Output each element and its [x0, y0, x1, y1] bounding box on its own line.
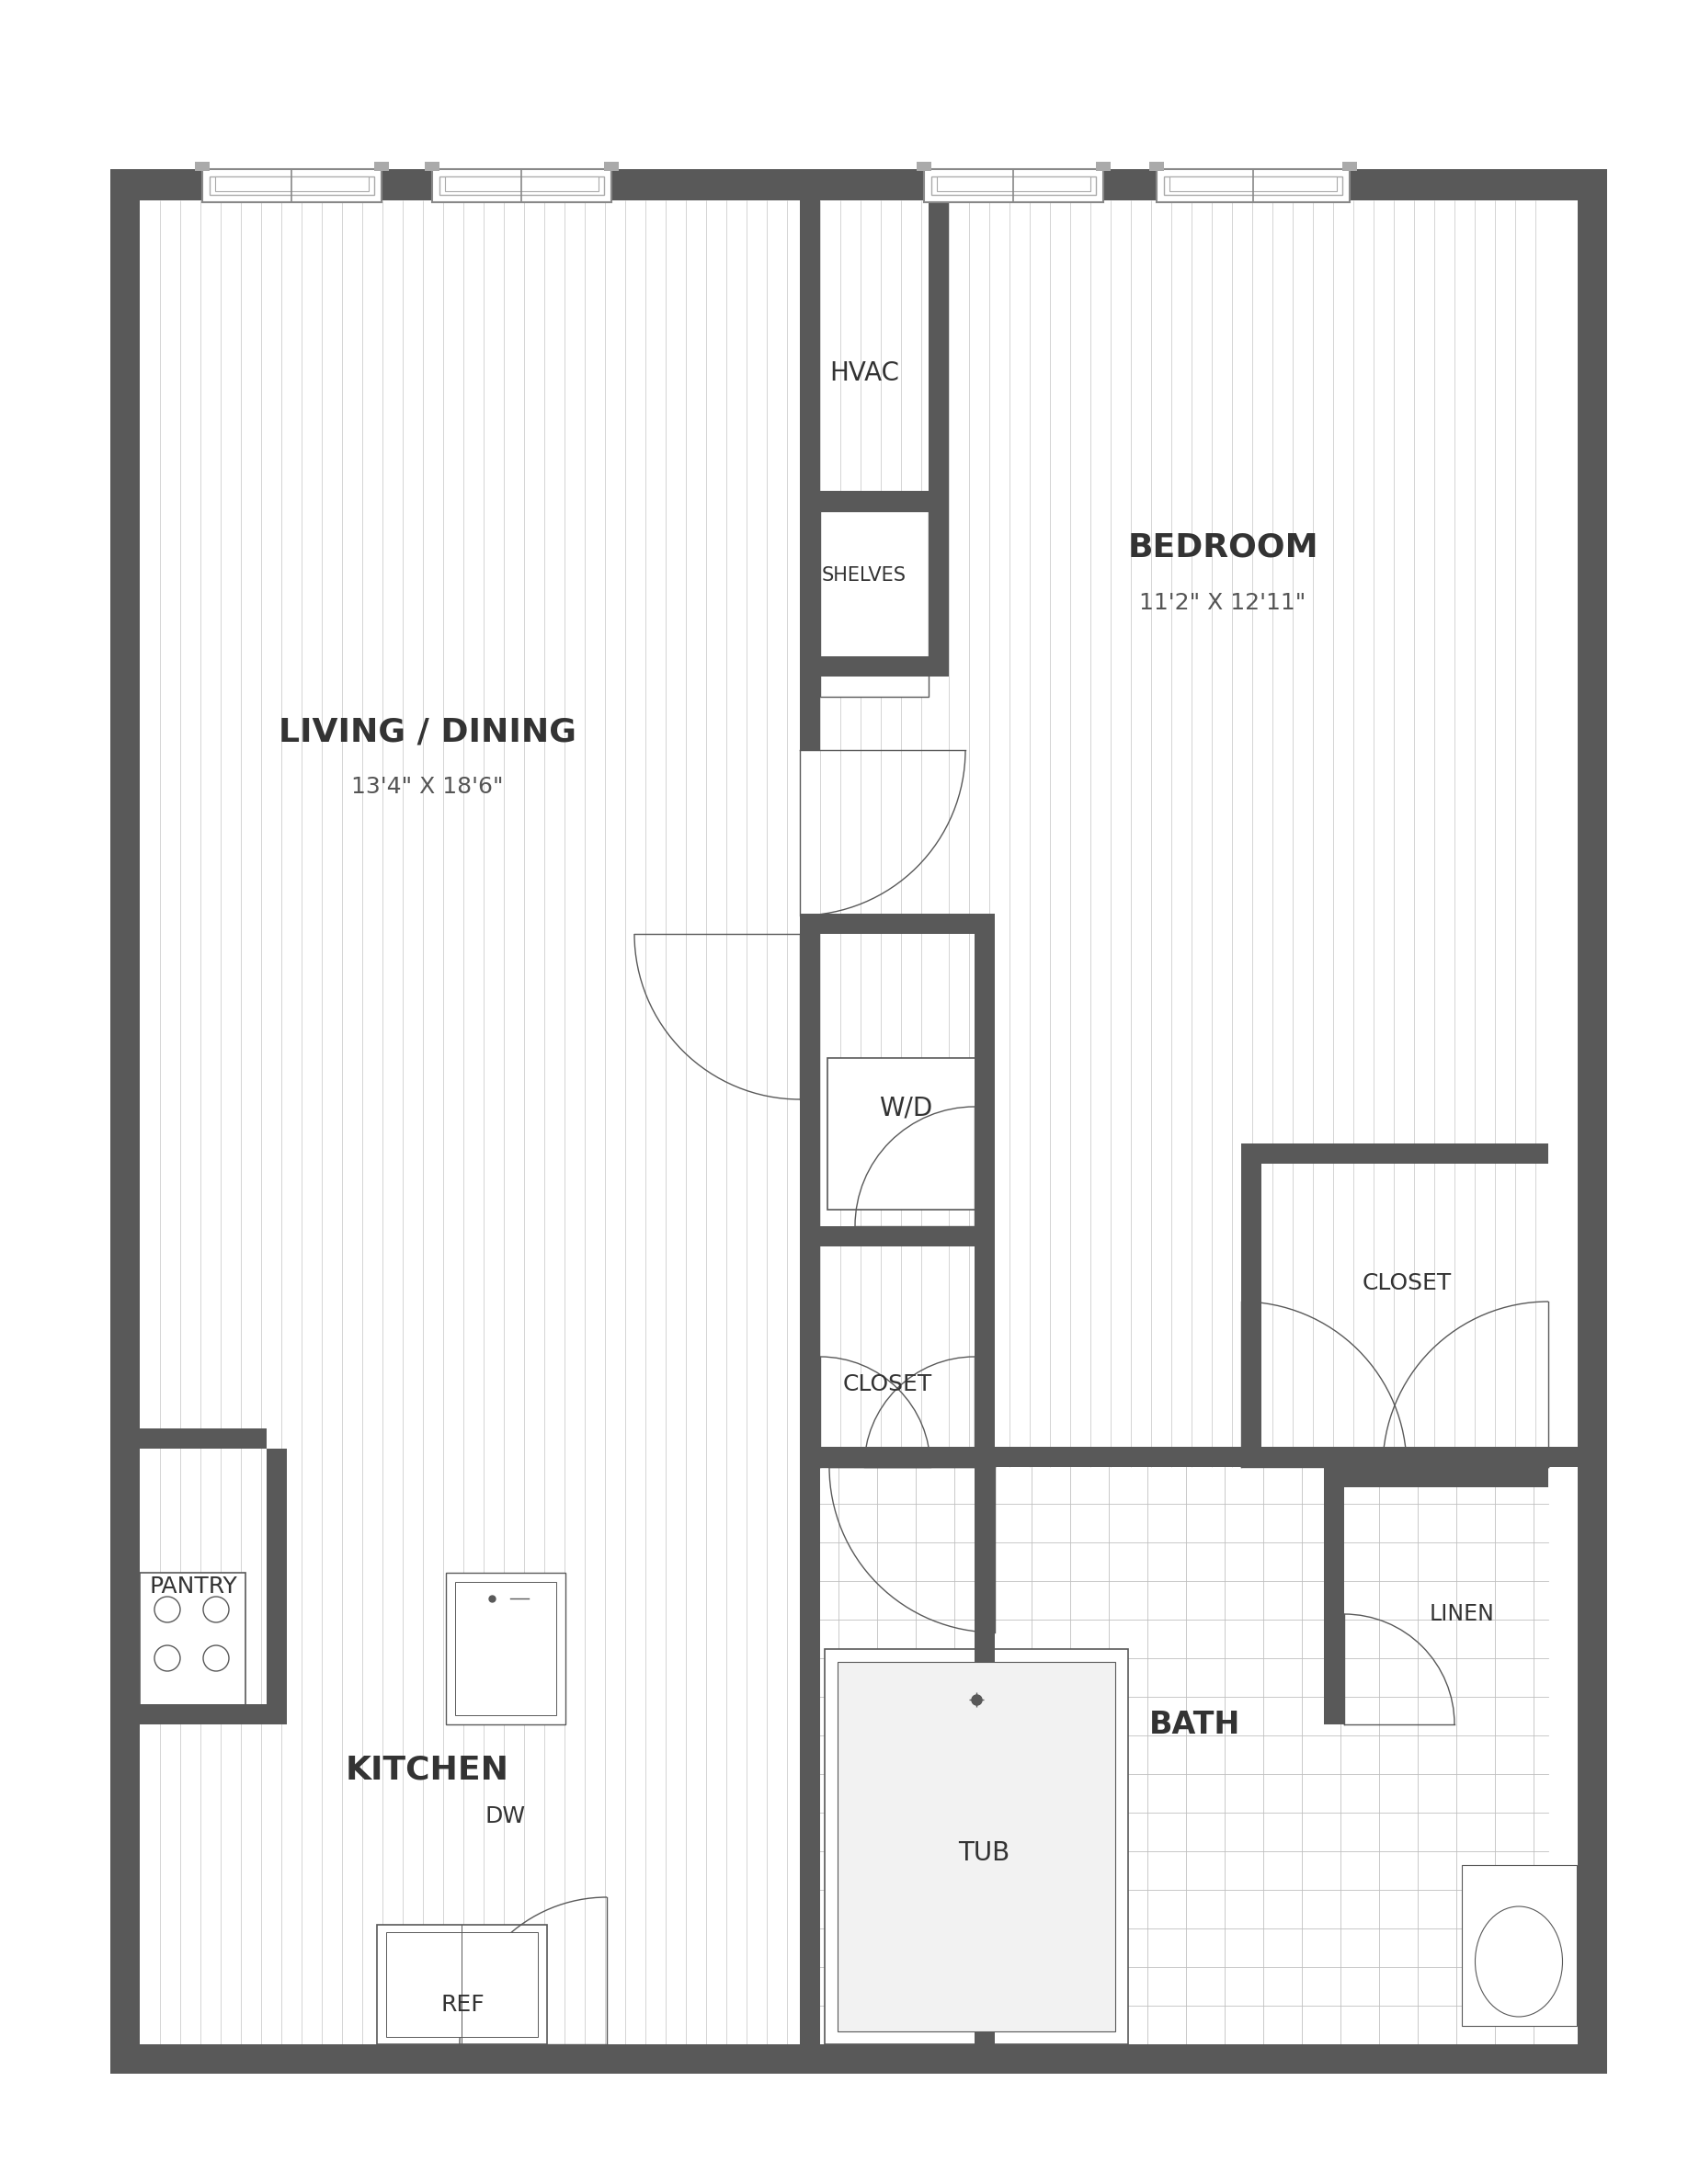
Bar — [110, 168, 1607, 201]
Bar — [800, 201, 820, 749]
Bar — [932, 177, 1096, 194]
Text: KITCHEN: KITCHEN — [346, 1754, 510, 1787]
Bar — [1096, 162, 1111, 170]
Bar — [432, 168, 611, 203]
Bar — [974, 1468, 994, 2044]
Bar — [387, 1933, 538, 2038]
Bar — [375, 162, 388, 170]
Bar — [203, 168, 381, 203]
Bar — [1170, 177, 1337, 192]
Bar — [1323, 1468, 1344, 1725]
Bar — [140, 1428, 267, 1448]
Bar — [267, 1448, 287, 1725]
Bar — [800, 1225, 974, 1247]
Text: LINEN: LINEN — [1430, 1603, 1494, 1625]
Text: BATH: BATH — [1150, 1710, 1241, 1741]
Bar — [446, 177, 599, 192]
Text: PANTRY: PANTRY — [149, 1575, 236, 1597]
Bar — [1165, 177, 1342, 194]
Text: TUB: TUB — [957, 1841, 1009, 1865]
Text: W/D: W/D — [879, 1096, 932, 1120]
Bar — [214, 177, 368, 192]
Bar — [1342, 162, 1357, 170]
Bar — [800, 1225, 974, 1247]
Bar — [825, 1649, 1128, 2044]
Bar — [604, 162, 619, 170]
Bar — [923, 168, 1104, 203]
Text: SHELVES: SHELVES — [822, 566, 906, 585]
Text: HVAC: HVAC — [829, 360, 900, 387]
Bar — [140, 201, 1548, 2044]
Bar — [800, 1446, 1578, 1468]
Bar — [923, 168, 1104, 203]
Bar — [1241, 1164, 1261, 1468]
Bar — [209, 177, 375, 194]
Bar — [1150, 162, 1165, 170]
Bar — [1156, 168, 1350, 203]
Bar — [1156, 168, 1350, 203]
Bar — [140, 1704, 267, 1725]
Text: 11'2" X 12'11": 11'2" X 12'11" — [1139, 592, 1307, 614]
Bar — [974, 1247, 994, 1468]
Bar — [203, 168, 381, 203]
Bar — [1578, 170, 1607, 2073]
Bar — [827, 1057, 979, 1210]
Text: DW: DW — [486, 1806, 527, 1828]
Text: REF: REF — [441, 1994, 484, 2016]
Bar — [446, 1572, 565, 1725]
Text: 13'4" X 18'6": 13'4" X 18'6" — [351, 775, 503, 797]
Bar — [376, 1924, 547, 2044]
Bar — [800, 913, 974, 935]
Bar — [800, 1042, 820, 1225]
Bar — [194, 162, 209, 170]
Bar — [425, 162, 439, 170]
Bar — [432, 168, 611, 203]
Bar — [110, 170, 140, 2073]
Bar — [800, 915, 820, 2044]
Text: CLOSET: CLOSET — [842, 1374, 932, 1396]
Text: CLOSET: CLOSET — [1362, 1271, 1452, 1295]
Bar — [1462, 1865, 1577, 2027]
Bar — [140, 1572, 245, 1706]
Bar — [928, 201, 949, 677]
Bar — [1323, 1468, 1548, 1487]
Bar — [820, 511, 928, 697]
Text: LIVING / DINING: LIVING / DINING — [279, 716, 576, 747]
Bar — [937, 177, 1090, 192]
Bar — [820, 491, 928, 511]
Bar — [1241, 1144, 1548, 1164]
Bar — [917, 162, 932, 170]
Bar — [837, 1662, 1116, 2031]
Bar — [974, 913, 994, 1247]
Bar — [800, 657, 949, 677]
Bar — [110, 2044, 1607, 2073]
Bar — [439, 177, 604, 194]
Bar — [456, 1581, 557, 1714]
Text: BEDROOM: BEDROOM — [1128, 533, 1318, 563]
Ellipse shape — [1475, 1907, 1563, 2016]
Bar — [800, 1247, 820, 1468]
